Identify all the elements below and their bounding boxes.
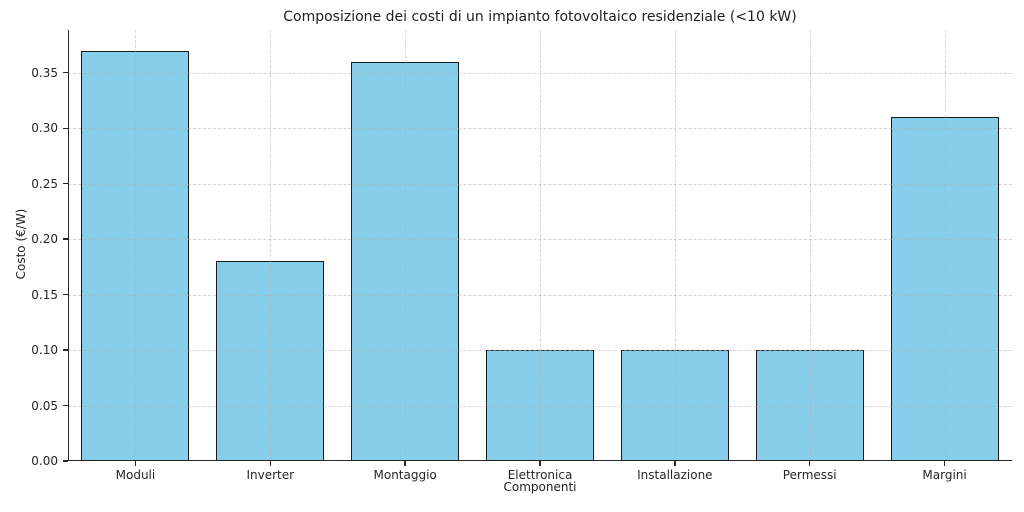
y-axis-spine xyxy=(68,30,70,461)
x-tick-mark xyxy=(674,461,676,466)
y-tick-mark xyxy=(63,72,68,74)
y-tick-label: 0.15 xyxy=(31,287,58,302)
v-gridline xyxy=(540,30,541,461)
y-tick-label: 0.10 xyxy=(31,343,58,358)
y-tick-mark xyxy=(63,238,68,240)
x-axis-spine xyxy=(68,459,1012,461)
x-tick-label: Inverter xyxy=(246,468,295,482)
x-tick-mark xyxy=(539,461,541,466)
y-tick-mark xyxy=(63,349,68,351)
y-tick-label: 0.30 xyxy=(31,121,58,136)
y-tick-label: 0.05 xyxy=(31,398,58,413)
y-tick-mark xyxy=(63,293,68,296)
x-tick-mark xyxy=(269,461,271,466)
y-tick-label: 0.25 xyxy=(31,176,58,191)
x-tick-mark xyxy=(134,461,137,466)
x-tick-label: Installazione xyxy=(637,468,713,482)
x-tick-label: Margini xyxy=(922,468,967,482)
v-gridline xyxy=(809,30,811,461)
x-tick-label: Elettronica xyxy=(507,468,573,482)
y-tick-label: 0.20 xyxy=(31,232,58,247)
v-gridline xyxy=(674,30,676,461)
x-tick-mark xyxy=(404,461,406,466)
y-tick-mark xyxy=(63,404,68,407)
y-tick-label: 0.00 xyxy=(31,454,58,468)
y-tick-label: 0.35 xyxy=(31,65,58,80)
v-gridline xyxy=(405,30,407,461)
x-tick-mark xyxy=(809,461,811,466)
chart-title: Composizione dei costi di un impianto fo… xyxy=(283,9,797,25)
x-axis-label: Componenti xyxy=(503,480,577,494)
y-tick-mark xyxy=(63,460,68,462)
x-tick-mark xyxy=(943,461,946,466)
x-tick-label: Montaggio xyxy=(373,468,437,482)
v-gridline xyxy=(944,30,946,461)
v-gridline xyxy=(135,30,137,461)
v-gridline xyxy=(270,30,272,461)
plot-area: 0.00 0.05 0.10 0.15 0.20 0.25 0.30 0.35 Moduli In… xyxy=(31,30,1012,482)
x-tick-label: Permessi xyxy=(782,468,837,482)
y-tick-mark xyxy=(63,183,68,185)
x-tick-label: Moduli xyxy=(115,468,156,482)
y-tick-mark xyxy=(63,127,68,129)
